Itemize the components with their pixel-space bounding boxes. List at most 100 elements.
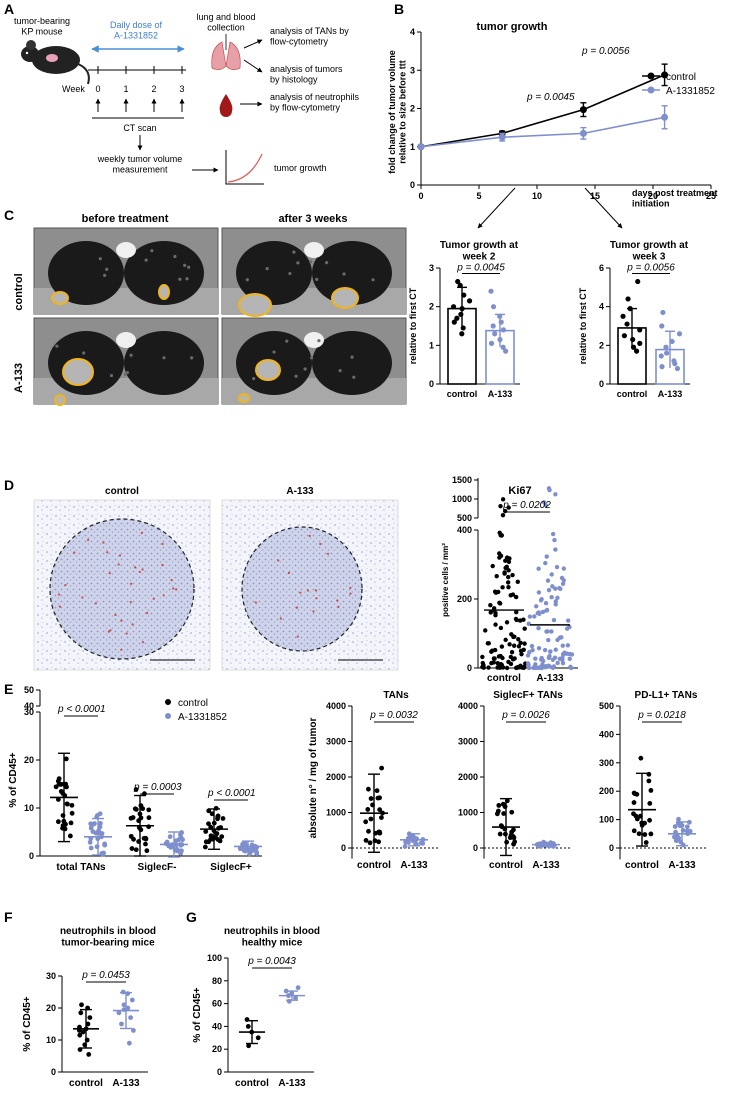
data-point <box>143 835 149 841</box>
data-point <box>534 604 539 609</box>
data-point <box>497 336 503 343</box>
data-point <box>55 819 61 825</box>
data-point <box>368 816 374 822</box>
data-point <box>502 571 507 576</box>
data-point <box>557 635 563 640</box>
panel-letter-e: E <box>4 681 13 697</box>
data-point <box>144 848 150 854</box>
tumor-roi <box>51 291 69 305</box>
y-tick-label: 100 <box>207 953 222 963</box>
ct-row2-label: A-133 <box>13 363 25 393</box>
data-point <box>684 824 690 830</box>
data-point <box>503 558 508 563</box>
ki67-positive-cell <box>73 551 76 554</box>
ki67-positive-cell <box>58 593 61 596</box>
data-point <box>643 840 649 845</box>
data-point <box>560 581 566 587</box>
data-point <box>506 584 511 590</box>
ki67-positive-cell <box>296 635 299 638</box>
data-point <box>215 816 220 822</box>
panel-e-siglecf-chart: SiglecF+ TANs 0 1000 2000 3000 4000 control A-1… <box>458 690 570 871</box>
y-tick-label: 6 <box>599 263 604 273</box>
ct-lung <box>312 331 392 395</box>
y-tick-label: 2000 <box>458 772 478 782</box>
panel-e-pdl1-chart: PD-L1+ TANs 0 100 200 300 400 500 control A-133 p… <box>599 690 706 871</box>
legend-marker <box>647 86 655 94</box>
data-point <box>526 665 532 671</box>
data-point <box>555 660 560 666</box>
legend-entry: A-1331852 <box>178 712 227 723</box>
data-point <box>138 827 144 833</box>
data-point <box>486 665 491 670</box>
ct-vessel <box>265 266 269 271</box>
ki67-positive-cell <box>254 601 257 604</box>
data-point <box>466 298 473 304</box>
weekly-measure-label: weekly tumor volume measurement <box>97 154 183 174</box>
x-tick-label: 25 <box>706 191 716 201</box>
data-point <box>553 547 558 552</box>
y-tick-label: 0 <box>217 1067 222 1077</box>
category-label: control <box>617 389 648 399</box>
y-tick-label: 1000 <box>326 808 346 818</box>
y-tick-label: 1000 <box>452 494 472 504</box>
ct-vessel <box>190 356 194 360</box>
ki67-positive-cell <box>295 606 299 609</box>
panel-letter-f: F <box>4 909 13 925</box>
data-point <box>658 353 664 359</box>
chart-title: Ki67 <box>508 485 531 497</box>
data-point <box>513 594 519 600</box>
y-tick-label: 500 <box>457 513 472 523</box>
data-point <box>579 106 587 114</box>
data-point <box>492 589 498 594</box>
ct-vessel <box>245 278 249 282</box>
data-point <box>173 847 179 853</box>
ct-vessel <box>325 261 329 265</box>
data-point <box>533 656 538 661</box>
data-point <box>518 640 523 646</box>
data-point <box>88 821 94 827</box>
data-point <box>519 665 525 670</box>
data-point <box>508 661 514 667</box>
data-point <box>494 573 499 579</box>
data-point <box>295 985 301 991</box>
ki67-positive-cell <box>172 587 175 590</box>
data-point <box>379 765 385 771</box>
data-point <box>511 827 516 833</box>
data-point <box>637 340 643 346</box>
data-point <box>637 327 643 333</box>
p-value-annotation: p = 0.0045 <box>526 92 575 103</box>
data-point <box>509 650 515 655</box>
data-point <box>491 656 497 661</box>
ct-vessel <box>309 356 314 360</box>
data-point <box>457 282 463 288</box>
data-point <box>550 657 556 662</box>
tumor-roi <box>238 293 272 317</box>
data-point <box>374 788 380 794</box>
data-point <box>97 811 103 817</box>
data-point <box>500 344 506 350</box>
data-point <box>516 644 522 649</box>
ki67-positive-cell <box>64 583 67 587</box>
data-point <box>500 513 506 518</box>
data-point <box>376 829 382 835</box>
data-point <box>506 574 511 580</box>
panel-b-week2-chart: Tumor growth at week 2 0 1 2 3 relative to fir… <box>408 240 520 399</box>
data-point <box>522 641 527 646</box>
ct-lung <box>312 241 392 305</box>
data-point <box>206 839 212 845</box>
ki67-positive-cell <box>161 542 164 546</box>
data-point <box>634 791 640 797</box>
category-label: SiglecF+ <box>210 862 252 873</box>
data-point <box>67 833 73 839</box>
data-point <box>488 288 494 294</box>
data-point <box>532 664 538 670</box>
data-point <box>490 648 495 653</box>
data-point <box>511 643 517 648</box>
data-point <box>636 831 642 837</box>
week-label: Week <box>62 84 85 94</box>
ki67-positive-cell <box>106 551 109 554</box>
data-point <box>366 828 371 834</box>
data-point <box>660 309 666 316</box>
y-tick-label: 0 <box>29 851 34 861</box>
data-point <box>459 331 465 337</box>
